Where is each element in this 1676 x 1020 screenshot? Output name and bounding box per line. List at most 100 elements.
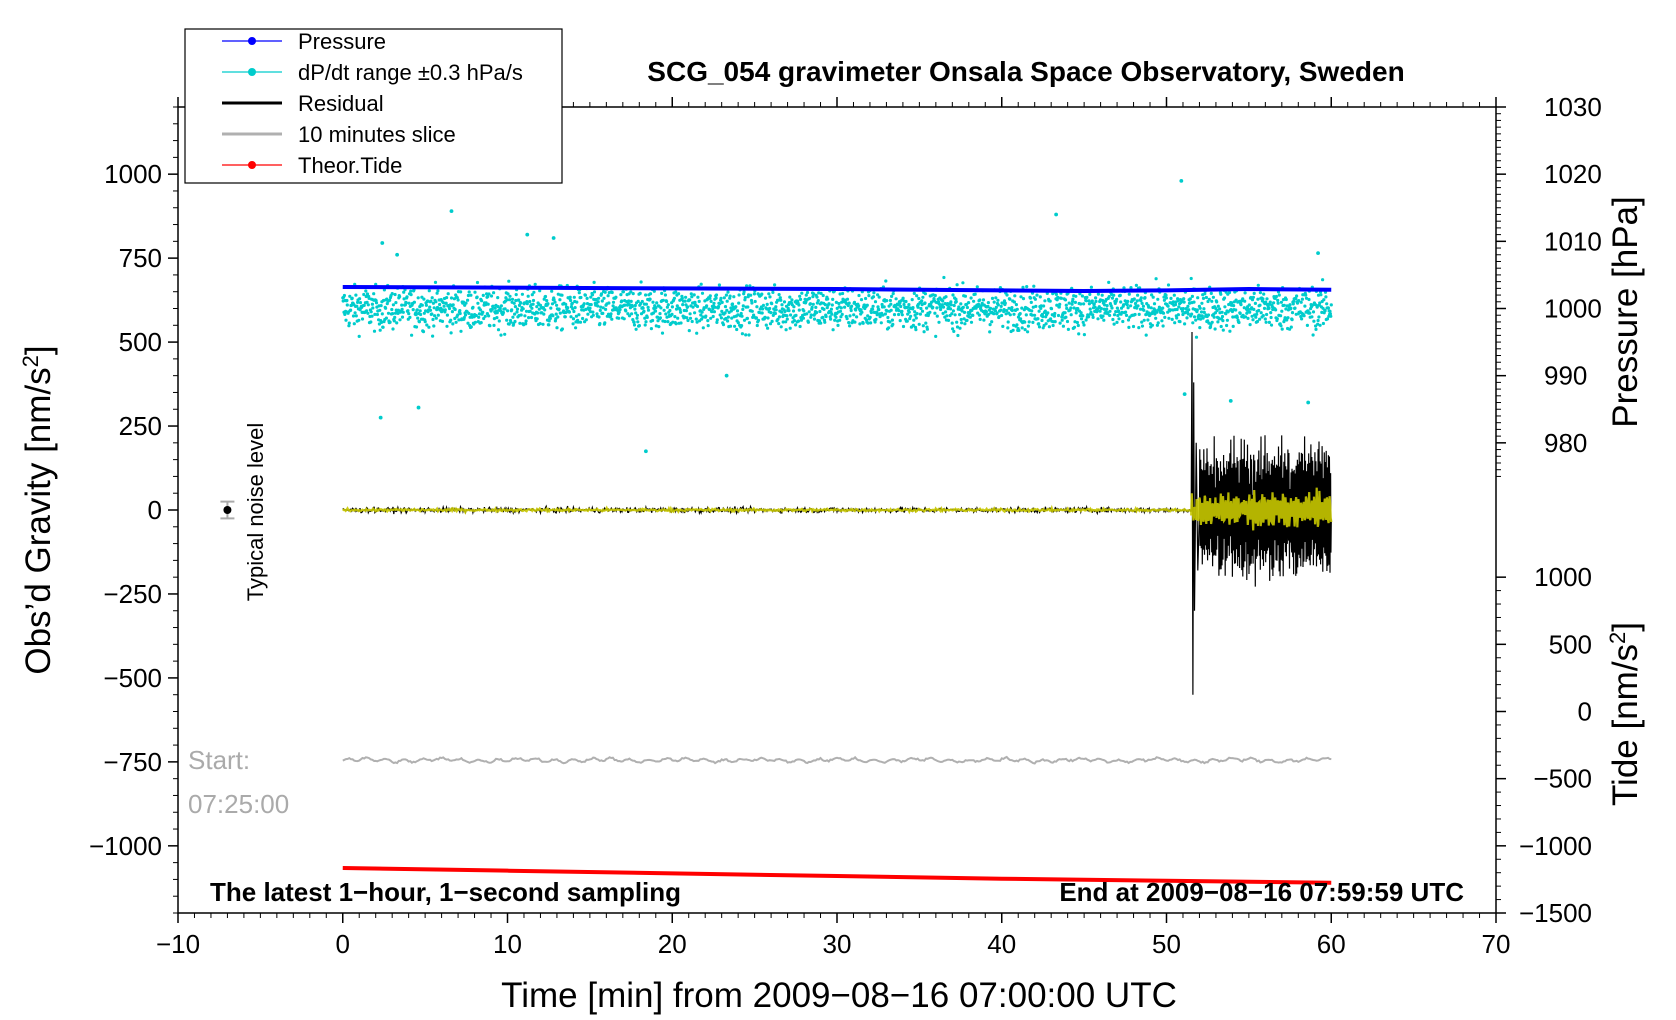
dpdt-point	[1277, 293, 1281, 297]
dpdt-point	[672, 296, 677, 300]
dpdt-point	[976, 302, 981, 306]
dpdt-point	[393, 315, 397, 319]
dpdt-point	[735, 327, 739, 332]
dpdt-point	[1257, 308, 1261, 313]
dpdt-point	[643, 316, 647, 320]
dpdt-point	[1289, 325, 1293, 329]
dpdt-point	[940, 303, 944, 307]
dpdt-point	[347, 321, 351, 325]
dpdt-point	[1142, 308, 1146, 312]
dpdt-point	[1080, 294, 1084, 298]
dpdt-point	[790, 298, 794, 302]
dpdt-point	[1312, 319, 1316, 323]
dpdt-point	[1075, 320, 1079, 325]
dpdt-point	[430, 312, 434, 316]
dpdt-point	[505, 318, 509, 322]
dpdt-point	[547, 319, 551, 323]
dpdt-point	[1082, 323, 1086, 327]
dpdt-point	[730, 302, 735, 306]
dpdt-point	[1276, 301, 1280, 305]
dpdt-point	[1143, 296, 1147, 300]
dpdt-point	[364, 294, 368, 299]
dpdt-point	[620, 299, 624, 303]
dpdt-point	[453, 316, 457, 321]
dpdt-point	[677, 292, 681, 296]
plot-data-layer	[341, 178, 1333, 885]
dpdt-point	[1037, 322, 1041, 326]
dpdt-point	[527, 316, 531, 320]
pressure-tick-label: 1010	[1544, 226, 1602, 256]
dpdt-point	[1020, 306, 1024, 310]
dpdt-point	[537, 307, 541, 311]
dpdt-point	[350, 296, 354, 300]
dpdt-point	[864, 296, 868, 301]
dpdt-point	[1056, 296, 1060, 300]
dpdt-point	[1019, 317, 1023, 321]
dpdt-point	[1089, 310, 1093, 314]
dpdt-point	[536, 311, 540, 315]
dpdt-point	[532, 290, 536, 294]
dpdt-point	[434, 316, 438, 320]
dpdt-point	[1222, 296, 1227, 300]
dpdt-point	[726, 319, 730, 323]
dpdt-point	[629, 290, 633, 294]
dpdt-point	[352, 322, 356, 326]
dpdt-point	[737, 293, 741, 297]
dpdt-point	[420, 303, 424, 307]
dpdt-point	[1150, 293, 1154, 297]
dpdt-point	[676, 316, 680, 320]
dpdt-point	[573, 306, 577, 310]
dpdt-point	[941, 299, 945, 303]
dpdt-point	[1307, 297, 1311, 302]
dpdt-point	[679, 321, 683, 325]
dpdt-point	[1175, 316, 1179, 320]
dpdt-point	[692, 293, 696, 297]
dpdt-point	[868, 315, 872, 319]
dpdt-point	[797, 308, 801, 312]
dpdt-point	[859, 308, 863, 312]
dpdt-point	[1006, 320, 1010, 324]
dpdt-point	[515, 307, 520, 311]
dpdt-point	[524, 322, 528, 326]
dpdt-point	[999, 304, 1003, 308]
dpdt-point	[884, 279, 888, 283]
dpdt-point	[1310, 315, 1314, 319]
dpdt-point	[701, 315, 705, 319]
dpdt-point	[572, 309, 576, 314]
dpdt-point	[431, 317, 435, 322]
dpdt-point	[712, 301, 716, 305]
dpdt-point	[1033, 313, 1037, 317]
dpdt-point	[890, 294, 894, 298]
dpdt-point	[955, 283, 959, 287]
dpdt-point	[1302, 314, 1306, 318]
dpdt-point	[796, 319, 801, 323]
dpdt-point	[651, 300, 655, 304]
dpdt-point	[1018, 312, 1022, 316]
dpdt-point	[478, 308, 482, 312]
dpdt-point	[1283, 316, 1287, 320]
dpdt-point	[777, 322, 781, 326]
dpdt-point	[635, 313, 640, 317]
dpdt-point	[824, 314, 828, 319]
dpdt-point	[554, 312, 558, 316]
dpdt-point	[1053, 311, 1057, 316]
dpdt-point	[804, 293, 808, 297]
dpdt-point	[812, 292, 816, 296]
dpdt-point	[1212, 315, 1216, 319]
dpdt-point	[467, 311, 471, 315]
y-tick-label: 0	[148, 495, 162, 525]
dpdt-point	[594, 297, 598, 302]
dpdt-point	[503, 307, 507, 311]
dpdt-point	[871, 307, 875, 311]
dpdt-point	[1188, 297, 1192, 301]
dpdt-point	[589, 295, 593, 299]
dpdt-outlier-point	[1182, 392, 1187, 397]
dpdt-point	[925, 327, 930, 331]
dpdt-point	[919, 306, 923, 311]
dpdt-point	[982, 318, 986, 322]
dpdt-point	[1224, 312, 1228, 316]
dpdt-point	[518, 321, 522, 325]
dpdt-point	[914, 316, 918, 320]
dpdt-point	[569, 298, 573, 303]
dpdt-point	[732, 295, 736, 299]
